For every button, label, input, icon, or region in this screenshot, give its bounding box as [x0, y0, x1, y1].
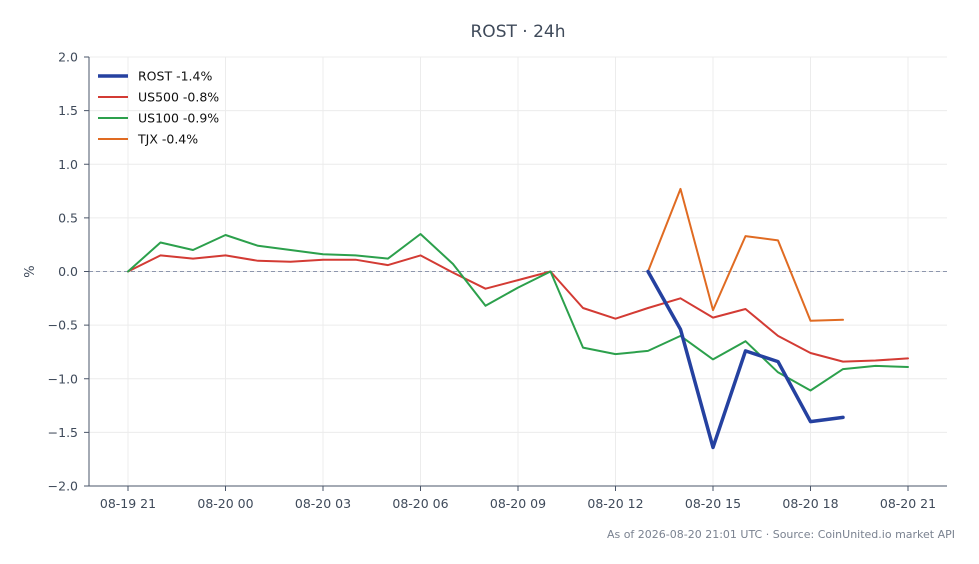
- y-tick-label-7: 1.5: [58, 103, 78, 118]
- x-tick-label-0: 08-19 21: [100, 496, 156, 511]
- chart-title: ROST · 24h: [471, 22, 566, 42]
- y-tick-label-3: −0.5: [48, 318, 78, 333]
- x-tick-label-3: 08-20 06: [392, 496, 448, 511]
- x-tick-label-2: 08-20 03: [295, 496, 351, 511]
- series-line-3: [647, 187, 844, 322]
- series-layer: [127, 187, 909, 450]
- x-tick-label-6: 08-20 15: [685, 496, 741, 511]
- series-line-2: [127, 233, 909, 392]
- y-tick-label-2: −1.0: [48, 371, 78, 386]
- series-line-0: [646, 269, 845, 450]
- x-axis: 08-19 21 08-20 00 08-20 03 08-20 06 08-20 09…: [100, 486, 936, 511]
- y-tick-label-4: 0.0: [58, 264, 78, 279]
- legend-label-2: US100 -0.9%: [138, 111, 219, 126]
- series-line-1: [127, 254, 909, 363]
- y-axis: −2.0 −1.5 −1.0 −0.5 0.0 0.5 1.0 1.5 2.0: [48, 50, 89, 494]
- y-tick-label-6: 1.0: [58, 157, 78, 172]
- legend-label-0: ROST -1.4%: [138, 69, 212, 84]
- legend: ROST -1.4% US500 -0.8% US100 -0.9% TJX -0.4…: [98, 69, 219, 147]
- y-tick-label-0: −2.0: [48, 479, 78, 494]
- y-axis-label: %: [23, 265, 38, 277]
- x-tick-label-4: 08-20 09: [490, 496, 546, 511]
- y-tick-label-1: −1.5: [48, 425, 78, 440]
- legend-label-3: TJX -0.4%: [137, 132, 198, 147]
- x-tick-label-7: 08-20 18: [782, 496, 838, 511]
- y-tick-label-5: 0.5: [58, 210, 78, 225]
- legend-label-1: US500 -0.8%: [138, 90, 219, 105]
- y-tick-label-8: 2.0: [58, 50, 78, 65]
- x-tick-label-5: 08-20 12: [587, 496, 643, 511]
- x-tick-label-1: 08-20 00: [197, 496, 253, 511]
- x-tick-label-8: 08-20 21: [880, 496, 936, 511]
- source-footer: As of 2026-08-20 21:01 UTC · Source: Coi…: [607, 528, 955, 541]
